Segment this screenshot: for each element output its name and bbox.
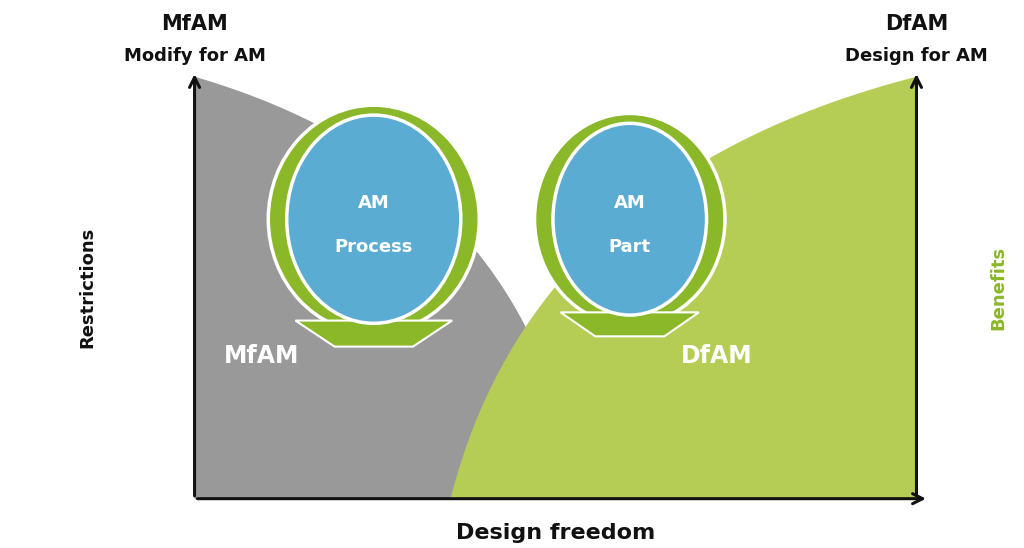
Text: Modify for AM: Modify for AM bbox=[124, 47, 265, 65]
Ellipse shape bbox=[535, 113, 725, 325]
Text: Design freedom: Design freedom bbox=[456, 523, 655, 543]
Polygon shape bbox=[195, 77, 579, 499]
Text: Process: Process bbox=[335, 238, 413, 255]
Polygon shape bbox=[451, 77, 916, 499]
Polygon shape bbox=[295, 321, 453, 347]
Text: MfAM: MfAM bbox=[161, 14, 228, 33]
Text: AM: AM bbox=[613, 194, 646, 212]
Ellipse shape bbox=[553, 123, 707, 315]
Ellipse shape bbox=[287, 115, 461, 323]
Text: Part: Part bbox=[608, 238, 651, 255]
Text: DfAM: DfAM bbox=[681, 344, 753, 368]
Text: Benefits: Benefits bbox=[989, 246, 1008, 330]
Text: MfAM: MfAM bbox=[223, 344, 299, 368]
Text: Design for AM: Design for AM bbox=[845, 47, 988, 65]
Text: Restrictions: Restrictions bbox=[78, 227, 96, 349]
Ellipse shape bbox=[268, 105, 479, 333]
Polygon shape bbox=[561, 312, 698, 336]
Text: DfAM: DfAM bbox=[885, 14, 948, 33]
Text: AM: AM bbox=[357, 194, 390, 212]
